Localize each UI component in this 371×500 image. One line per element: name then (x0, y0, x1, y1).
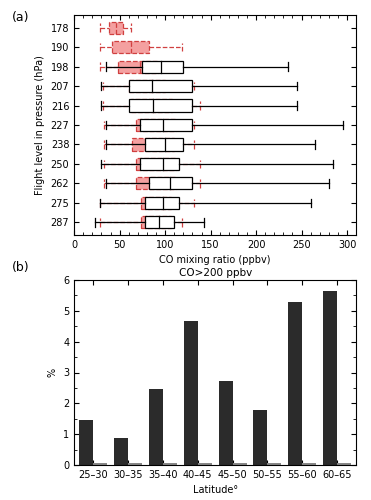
Bar (198, 462, 212, 465)
Bar (93, 464, 107, 465)
Bar (219, 381, 233, 465)
Bar (136, 158, 176, 170)
Text: (a): (a) (12, 10, 30, 24)
Title: CO>200 ppbv: CO>200 ppbv (178, 268, 252, 278)
Bar (337, 462, 351, 465)
Bar (129, 80, 193, 92)
Text: (b): (b) (12, 262, 30, 274)
Bar (79, 420, 93, 465)
Bar (163, 464, 177, 465)
Bar (323, 291, 337, 465)
Bar (149, 178, 193, 190)
Bar (118, 60, 158, 72)
Bar (140, 119, 193, 131)
Bar (184, 320, 198, 465)
Bar (136, 178, 176, 190)
Bar (302, 462, 316, 465)
Bar (149, 388, 163, 465)
Bar (128, 464, 142, 465)
Bar (140, 158, 179, 170)
Bar (141, 197, 171, 209)
Y-axis label: %: % (47, 368, 58, 377)
Bar (145, 197, 179, 209)
Bar (109, 22, 123, 34)
Bar (141, 216, 171, 228)
Bar (288, 302, 302, 465)
X-axis label: CO mixing ratio (ppbv): CO mixing ratio (ppbv) (160, 256, 271, 266)
Bar (114, 438, 128, 465)
Bar (267, 464, 281, 465)
Bar (131, 100, 173, 112)
Bar (142, 60, 183, 72)
Bar (145, 138, 183, 150)
Bar (131, 138, 174, 150)
Bar (253, 410, 267, 465)
X-axis label: Latitude°: Latitude° (193, 486, 238, 496)
Bar (145, 216, 174, 228)
Bar (136, 119, 176, 131)
Bar (129, 80, 165, 92)
Bar (112, 41, 149, 53)
Bar (129, 100, 193, 112)
Bar (233, 464, 246, 465)
Y-axis label: Flight level in pressure (hPa): Flight level in pressure (hPa) (35, 55, 45, 195)
